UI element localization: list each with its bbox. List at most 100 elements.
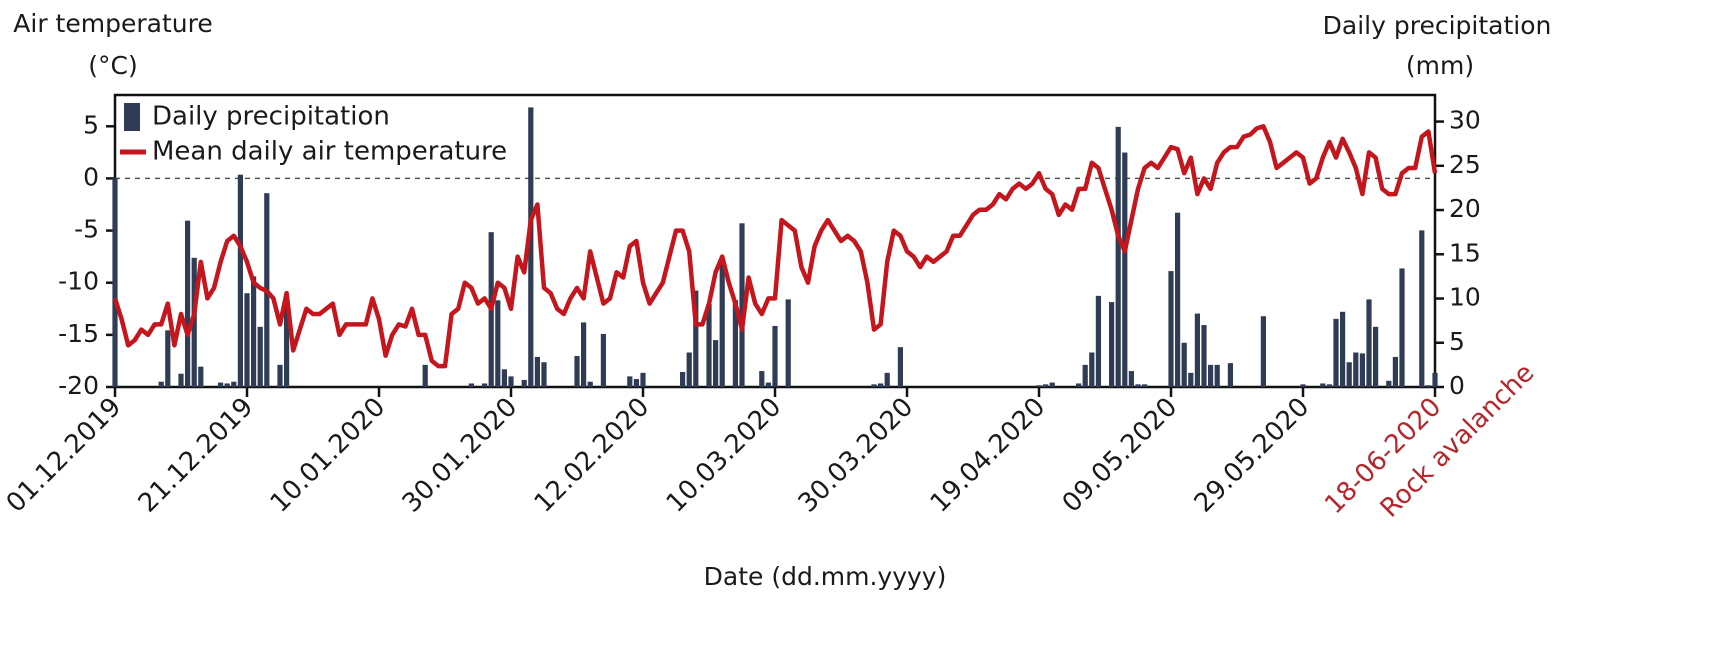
bar: [251, 276, 257, 387]
bar: [158, 381, 164, 387]
bar: [185, 220, 191, 387]
bar: [244, 293, 250, 387]
x-tick-label: 30.03.2020: [793, 392, 919, 518]
bar: [541, 362, 547, 387]
bar: [1227, 363, 1233, 387]
bar: [521, 379, 527, 387]
temperature-line: [112, 124, 1438, 369]
bar: [732, 300, 738, 387]
bar: [878, 383, 884, 387]
bar: [257, 326, 263, 387]
bar: [495, 300, 501, 387]
bar: [1109, 302, 1115, 387]
bar: [581, 322, 587, 387]
bar: [1175, 212, 1181, 387]
bar: [1188, 372, 1194, 387]
bar: [739, 223, 745, 387]
bar: [1359, 353, 1365, 387]
bar: [508, 376, 514, 387]
bar: [1115, 126, 1121, 387]
bar: [1043, 384, 1049, 387]
legend-label: Daily precipitation: [152, 102, 390, 132]
bar: [112, 178, 118, 387]
bar: [1142, 384, 1148, 387]
y2-tick-label: 30: [1449, 106, 1481, 135]
bar: [1392, 356, 1398, 387]
bar: [198, 366, 204, 387]
bar: [1201, 325, 1207, 387]
x-tick-label: 30.01.2020: [397, 392, 523, 518]
bar: [713, 340, 719, 387]
bar: [1208, 364, 1214, 387]
bar: [284, 305, 290, 387]
legend-label: Mean daily air temperature: [152, 137, 507, 167]
bar: [897, 347, 903, 387]
bar: [871, 384, 877, 387]
bar: [1432, 372, 1438, 387]
x-tick-label: 19.04.2020: [925, 392, 1051, 518]
x-tick-label: 10.03.2020: [661, 392, 787, 518]
bar: [534, 356, 540, 387]
bar: [1340, 311, 1346, 387]
y2-axis-label: Daily precipitation: [1323, 11, 1552, 40]
bar: [528, 107, 534, 387]
bar: [884, 372, 890, 387]
bar: [178, 373, 184, 387]
bar: [165, 330, 171, 387]
y2-tick-label: 5: [1449, 327, 1465, 356]
y2-tick-label: 0: [1449, 371, 1465, 400]
bar: [1095, 295, 1101, 387]
y2-axis-unit: (mm): [1406, 51, 1474, 80]
bar: [1082, 364, 1088, 387]
bar: [224, 383, 230, 387]
bar: [1260, 316, 1266, 387]
bar: [1386, 380, 1392, 387]
y-tick-label: -20: [58, 371, 99, 400]
bar: [627, 376, 633, 387]
bar: [1399, 268, 1405, 387]
bar: [686, 352, 692, 387]
bar: [1181, 342, 1187, 387]
y-axis-unit: (°C): [88, 51, 137, 80]
y-tick-label: 0: [83, 162, 99, 191]
bar: [237, 174, 243, 387]
x-tick-label: 09.05.2020: [1057, 392, 1183, 518]
bar: [1036, 385, 1042, 387]
bar: [1076, 383, 1082, 387]
bar: [1373, 326, 1379, 387]
bar: [587, 381, 593, 387]
bar: [765, 382, 771, 387]
y2-tick-label: 15: [1449, 238, 1481, 267]
bar: [1214, 364, 1220, 387]
y-tick-label: -10: [58, 267, 99, 296]
bar: [600, 333, 606, 387]
bar: [759, 371, 765, 387]
bar: [693, 290, 699, 387]
bar: [1326, 384, 1332, 387]
x-tick-label: 12.02.2020: [529, 392, 655, 518]
bar: [633, 379, 639, 387]
bar: [1128, 371, 1134, 387]
bar: [501, 369, 507, 387]
x-axis-label: Date (dd.mm.yyyy): [704, 562, 947, 591]
bar: [468, 383, 474, 387]
bar: [640, 372, 646, 387]
bar: [482, 383, 488, 387]
legend-swatch: [124, 103, 140, 131]
bar: [1333, 318, 1339, 387]
bar: [1135, 384, 1141, 387]
bar: [680, 371, 686, 387]
bar: [1122, 152, 1128, 387]
y-tick-label: -15: [58, 319, 99, 348]
bar: [785, 299, 791, 387]
bar: [1049, 382, 1055, 387]
bar: [1300, 384, 1306, 387]
bar: [218, 382, 224, 387]
x-tick-label: 01.12.2019: [1, 392, 127, 518]
bar: [1346, 362, 1352, 387]
bar: [719, 260, 725, 387]
bar: [1089, 352, 1095, 387]
bar: [772, 325, 778, 387]
bar: [1353, 352, 1359, 387]
